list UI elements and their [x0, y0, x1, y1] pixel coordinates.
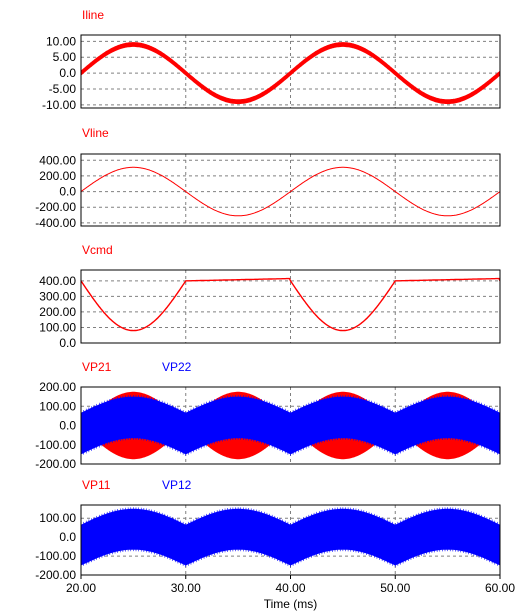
grid [81, 270, 500, 343]
panel-2: 400.00 200.00 0.0-200.00 -400.00 Vline [35, 126, 501, 230]
panel-4: 200.00 100.00 0.0 -100.00 -200.00 VP21 VP22 [35, 360, 501, 471]
plot-frame [80, 153, 501, 227]
x-tick-label: 40.00 [275, 581, 305, 595]
y-tick-label: 5.00 [53, 50, 77, 64]
series-label-vp21: VP21 [82, 360, 112, 374]
y-tick-label: 400.00 [39, 153, 76, 167]
series-label-vcmd: Vcmd [82, 243, 113, 257]
plot-frame [80, 269, 501, 344]
series-label-vp22: VP22 [162, 360, 192, 374]
series-label-vp12: VP12 [162, 478, 192, 492]
plot-frame [80, 34, 501, 109]
y-tick-label: 400.00 [39, 274, 76, 288]
y-tick-label: 200.00 [39, 169, 76, 183]
x-tick-label: 20.00 [66, 581, 96, 595]
y-tick-label: -100.00 [35, 438, 76, 452]
y-tick-label: 0.0 [59, 66, 76, 80]
y-tick-label: -5.00 [49, 82, 77, 96]
y-tick-label: 300.00 [39, 289, 76, 303]
y-tick-label: -10.00 [42, 98, 76, 112]
y-tick-label: -100.00 [35, 549, 76, 563]
x-tick-label: 50.00 [380, 581, 410, 595]
y-tick-label: 0.0 [59, 530, 76, 544]
series-iline [81, 42, 500, 105]
y-tick-label: -200.00 [35, 568, 76, 582]
y-tick-label: 100.00 [39, 511, 76, 525]
y-tick-label: -200.00 [35, 200, 76, 214]
y-tick-label: 10.00 [46, 34, 76, 48]
y-tick-label: 200.00 [39, 305, 76, 319]
y-tick-label: -200.00 [35, 457, 76, 471]
y-tick-label: 0.0 [59, 185, 76, 199]
panel-5: 100.00 0.0 -100.00 -200.00 VP11 VP12 [35, 478, 501, 582]
y-tick-label: 200.00 [39, 380, 76, 394]
y-tick-label: 0.0 [59, 419, 76, 433]
series-label-vp11: VP11 [82, 478, 111, 492]
grid [81, 154, 500, 226]
x-tick-label: 60.00 [485, 581, 515, 595]
plot-frame [80, 386, 501, 465]
y-tick-label: 100.00 [39, 399, 76, 413]
x-tick-label: 30.00 [171, 581, 201, 595]
series-label-iline: Iline [82, 8, 104, 22]
series-vline [81, 166, 500, 217]
y-tick-label: -400.00 [35, 216, 76, 230]
panel-1: 10.00 5.00 0.0 -5.00 -10.00 Iline [42, 8, 501, 112]
y-tick-label: 0.0 [59, 336, 76, 350]
y-tick-label: 100.00 [39, 320, 76, 334]
x-axis-label: Time (ms) [264, 597, 318, 611]
series-vcmd [81, 277, 500, 332]
series-label-vline: Vline [82, 126, 109, 140]
